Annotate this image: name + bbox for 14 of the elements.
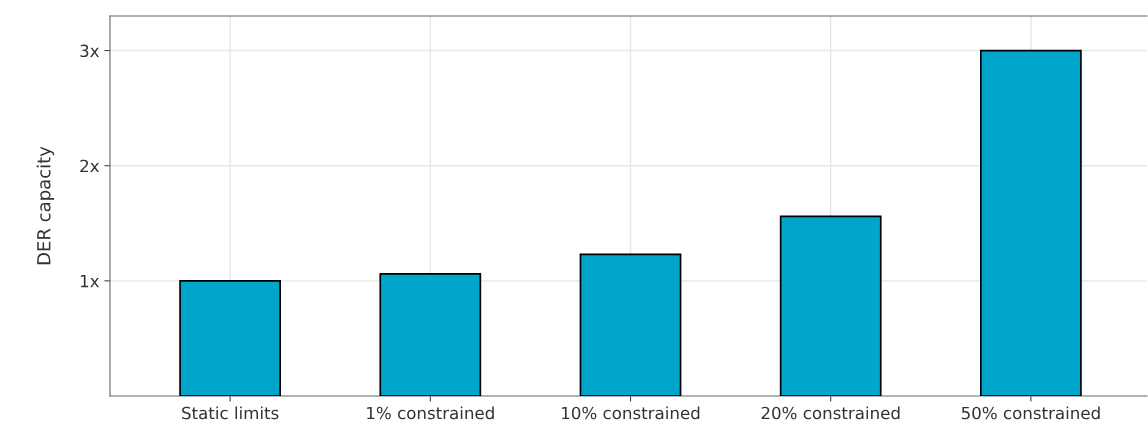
bar — [980, 49, 1082, 396]
x-tick-label: 50% constrained — [961, 406, 1100, 420]
x-tick-label: Static limits — [182, 406, 279, 420]
y-tick-label: 1x — [80, 275, 100, 288]
y-axis-title: DER capacity — [36, 146, 55, 265]
bar — [179, 280, 281, 396]
x-tick-label: 20% constrained — [761, 406, 900, 420]
bar — [579, 253, 682, 396]
y-tick-label: 3x — [80, 44, 100, 58]
y-tick-label: 2x — [80, 159, 100, 173]
x-tick-label: 10% constrained — [562, 406, 700, 420]
bar — [379, 273, 482, 396]
x-tick-label: 1% constrained — [367, 406, 494, 420]
bar — [779, 215, 882, 396]
